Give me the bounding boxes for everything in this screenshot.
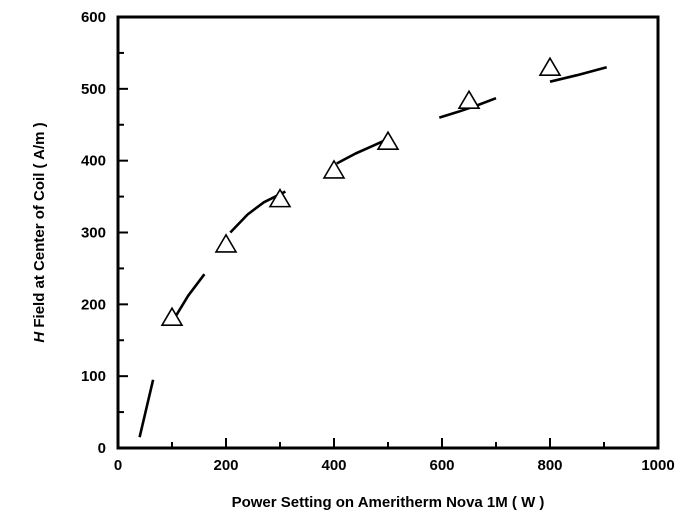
data-point-400 — [322, 159, 346, 179]
fit-segment-6 — [549, 66, 608, 83]
data-point-200 — [214, 233, 238, 253]
y-tick-label-200: 200 — [81, 296, 106, 313]
data-point-100 — [160, 306, 184, 326]
y-tick-label-0: 0 — [98, 440, 106, 457]
y-tick-label-500: 500 — [81, 81, 106, 98]
plot-frame — [116, 15, 660, 450]
y-axis-label-italic: H — [31, 331, 48, 343]
x-tick-label-800: 800 — [537, 457, 562, 474]
x-tick-label-400: 400 — [321, 457, 346, 474]
y-tick-label-600: 600 — [81, 9, 106, 26]
data-point-300 — [268, 188, 292, 208]
x-tick-label-0: 0 — [114, 457, 122, 474]
fit-segment-1 — [138, 379, 155, 438]
y-axis-label-rest: Field at Center of Coil ( A/m ) — [31, 122, 48, 331]
fit-segment-2 — [170, 273, 206, 323]
y-tick-label-300: 300 — [81, 225, 106, 242]
data-point-650 — [457, 89, 481, 110]
y-tick-label-100: 100 — [81, 368, 106, 385]
x-axis-label: Power Setting on Ameritherm Nova 1M ( W … — [232, 494, 545, 511]
y-tick-label-400: 400 — [81, 153, 106, 170]
x-axis: 0 200 400 600 800 1000 — [114, 438, 675, 474]
data-point-800 — [538, 56, 562, 76]
x-tick-label-200: 200 — [213, 457, 238, 474]
y-axis-label: H Field at Center of Coil ( A/m ) — [31, 122, 48, 342]
y-axis: 0 100 200 300 400 500 600 — [81, 9, 128, 457]
x-tick-label-600: 600 — [429, 457, 454, 474]
data-markers — [160, 56, 562, 326]
x-tick-label-1000: 1000 — [641, 457, 674, 474]
fit-segment-3 — [229, 190, 286, 234]
fit-segment-4 — [336, 136, 392, 165]
fit-curve — [138, 66, 608, 438]
data-point-500 — [376, 130, 400, 150]
